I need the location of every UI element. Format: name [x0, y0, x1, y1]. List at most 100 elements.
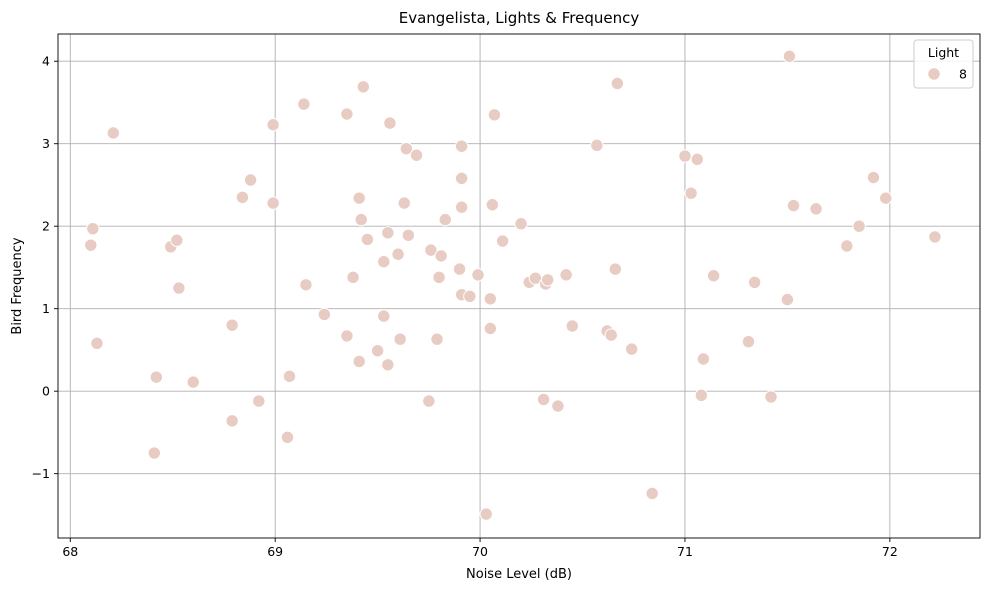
- data-point: [684, 186, 698, 200]
- data-point: [590, 138, 604, 153]
- data-point: [370, 344, 385, 358]
- data-point: [352, 354, 366, 369]
- legend-marker: [927, 67, 941, 81]
- data-point: [485, 198, 500, 212]
- data-point: [393, 332, 407, 346]
- data-point: [409, 148, 424, 162]
- data-point: [495, 234, 510, 248]
- data-point: [514, 217, 528, 231]
- x-tick-label: 72: [882, 544, 898, 559]
- data-point: [471, 268, 485, 282]
- data-point: [559, 268, 573, 282]
- data-point: [266, 196, 280, 210]
- data-point: [397, 196, 411, 210]
- data-point: [452, 262, 467, 276]
- data-point: [434, 249, 448, 263]
- data-point: [340, 107, 354, 121]
- data-point: [282, 369, 297, 384]
- data-point: [565, 319, 579, 333]
- grid: [58, 34, 980, 538]
- data-point: [424, 243, 438, 257]
- data-point: [399, 141, 414, 156]
- data-point: [438, 212, 452, 227]
- data-point: [840, 239, 854, 253]
- data-point: [764, 390, 778, 404]
- y-axis-label: Bird Frequency: [10, 237, 25, 334]
- legend-entry-label: 8: [959, 67, 967, 82]
- data-points: [84, 49, 942, 521]
- data-point: [694, 388, 709, 402]
- data-point: [678, 149, 692, 163]
- data-point: [317, 307, 332, 322]
- data-point: [706, 268, 721, 283]
- y-tick-label: −1: [32, 466, 50, 481]
- legend-title: Light: [928, 45, 959, 60]
- data-point: [352, 191, 366, 205]
- data-point: [383, 116, 397, 130]
- data-point: [235, 190, 250, 205]
- y-tick-label: 3: [42, 136, 50, 151]
- data-point: [741, 334, 756, 349]
- data-point: [377, 254, 391, 269]
- data-point: [340, 329, 354, 343]
- data-point: [809, 202, 823, 216]
- data-point: [86, 221, 100, 236]
- data-point: [225, 414, 239, 428]
- data-point: [780, 292, 795, 307]
- data-point: [540, 273, 555, 287]
- data-point: [608, 262, 622, 276]
- data-point: [391, 247, 405, 261]
- y-tick-label: 2: [42, 219, 50, 234]
- data-point: [299, 278, 313, 292]
- data-point: [297, 97, 311, 111]
- data-point: [106, 126, 121, 140]
- x-axis-label: Noise Level (dB): [466, 567, 572, 582]
- data-point: [782, 49, 797, 63]
- x-tick-label: 69: [267, 544, 283, 559]
- data-point: [454, 200, 469, 214]
- y-tick-label: 1: [42, 301, 50, 316]
- x-tick-label: 71: [677, 544, 693, 559]
- data-point: [346, 270, 360, 285]
- data-point: [430, 332, 444, 346]
- data-point: [610, 76, 625, 91]
- data-point: [149, 370, 164, 384]
- data-point: [401, 228, 416, 242]
- data-point: [252, 394, 266, 408]
- data-point: [483, 321, 498, 336]
- data-point: [454, 171, 469, 186]
- data-point: [356, 80, 370, 94]
- data-point: [866, 170, 881, 185]
- data-point: [879, 191, 893, 205]
- y-tick-label: 4: [42, 54, 50, 69]
- x-tick-label: 68: [62, 544, 78, 559]
- data-point: [624, 342, 639, 356]
- data-point: [536, 392, 551, 407]
- legend: Light 8: [913, 39, 974, 89]
- data-point: [225, 318, 239, 332]
- data-point: [551, 399, 565, 413]
- data-point: [381, 226, 395, 240]
- x-tick-label: 70: [472, 544, 488, 559]
- data-point: [422, 394, 436, 408]
- data-point: [186, 375, 200, 389]
- data-point: [360, 232, 375, 247]
- y-axis-ticks: −1 0 1 2 3 4: [32, 54, 58, 481]
- data-point: [483, 292, 498, 306]
- data-point: [786, 198, 801, 213]
- data-point: [463, 289, 477, 304]
- data-point: [381, 358, 395, 372]
- x-axis-ticks: 68 69 70 71 72: [62, 538, 898, 559]
- data-point: [690, 152, 704, 167]
- data-point: [479, 507, 493, 521]
- data-point: [354, 212, 368, 227]
- data-point: [432, 270, 446, 285]
- data-point: [266, 118, 280, 132]
- data-point: [747, 275, 762, 289]
- data-point: [147, 446, 161, 460]
- data-point: [243, 173, 258, 187]
- data-point: [928, 230, 942, 244]
- y-tick-label: 0: [42, 384, 50, 399]
- plot-frame: [57, 33, 981, 539]
